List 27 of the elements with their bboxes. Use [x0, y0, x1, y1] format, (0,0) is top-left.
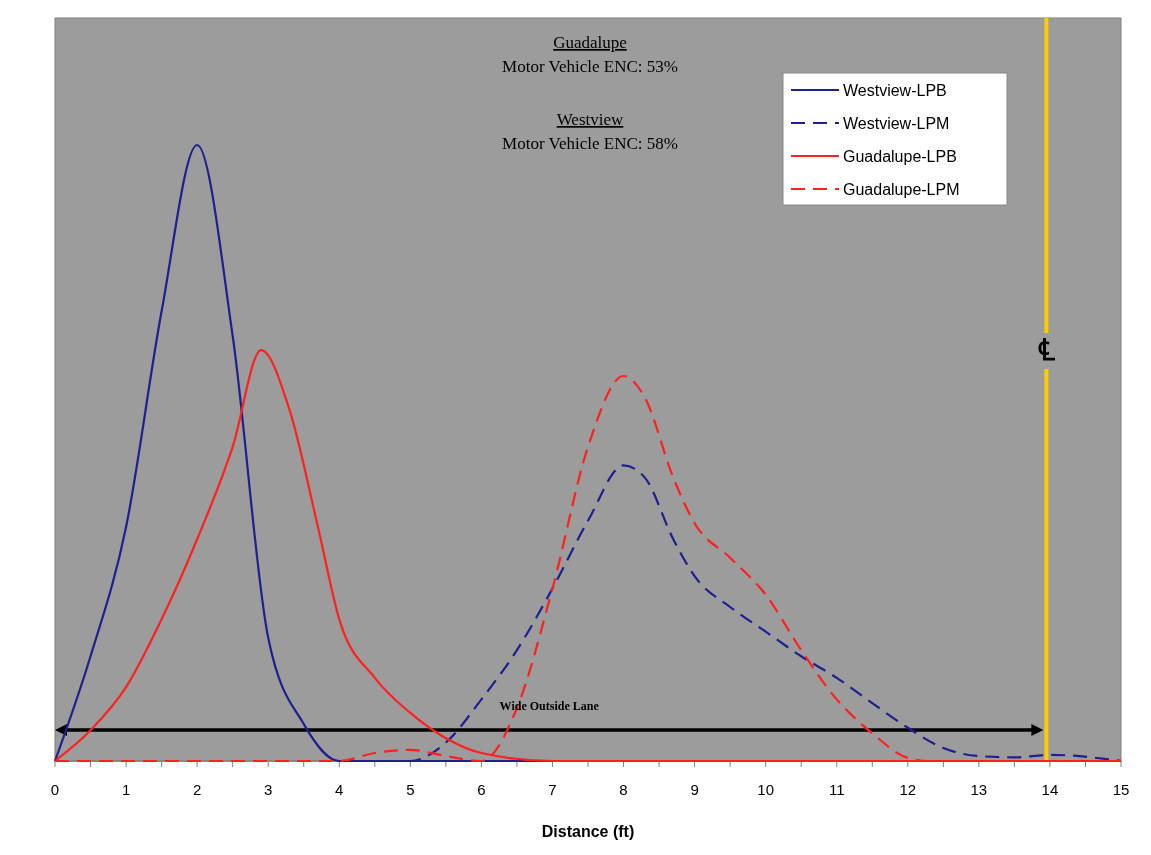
x-tick-label: 8 [619, 781, 628, 798]
x-tick-label: 12 [899, 781, 917, 798]
x-tick-label: 0 [50, 781, 60, 798]
x-tick-label: 4 [335, 781, 344, 798]
text: Motor Vehicle ENC: 53% [502, 57, 678, 76]
annotation: Motor Vehicle ENC: 58% [502, 134, 678, 153]
legend-label: Guadalupe-LPM [843, 181, 960, 198]
x-tick-label: 2 [192, 781, 202, 798]
x-tick-label: 14 [1041, 781, 1059, 798]
annotation: Wide Outside Lane [499, 699, 600, 713]
x-axis-title: Distance (ft) [541, 823, 635, 840]
x-tick-label: 11 [828, 781, 845, 798]
legend-label: Westview-LPM [843, 115, 950, 132]
text: Guadalupe [553, 33, 627, 52]
x-tick-label: 1 [121, 781, 131, 798]
ref-line-label: ℄ [1037, 332, 1056, 367]
x-tick-label: 10 [757, 781, 775, 798]
x-tick-label: 13 [970, 781, 988, 798]
x-tick-label: 5 [406, 781, 415, 798]
x-tick-label: 6 [477, 781, 486, 798]
x-tick-label: 9 [690, 781, 699, 798]
x-tick-label: 7 [548, 781, 557, 798]
legend-label: Guadalupe-LPB [843, 148, 957, 165]
legend-label: Westview-LPB [843, 82, 947, 99]
x-tick-label: 3 [264, 781, 273, 798]
x-tick-label: 15 [1112, 781, 1130, 798]
text: Westview [556, 110, 625, 129]
